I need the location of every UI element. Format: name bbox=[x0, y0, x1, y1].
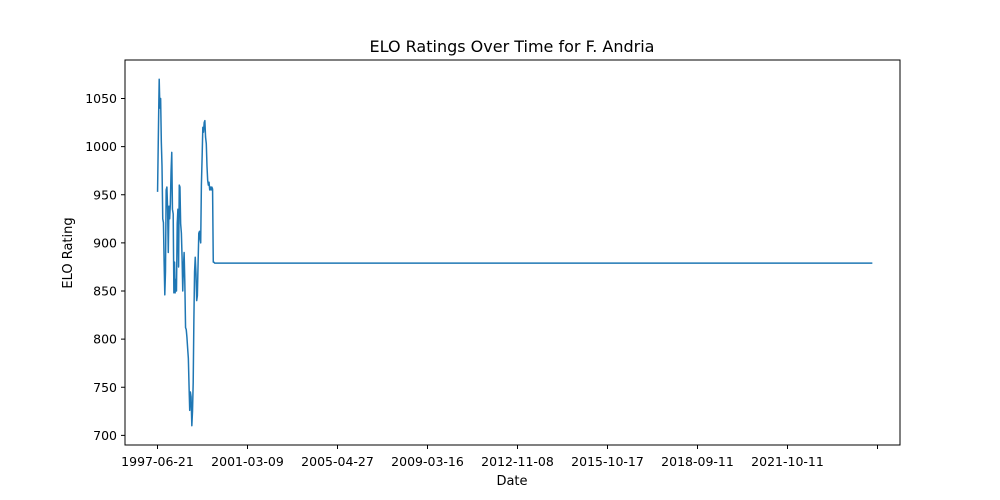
y-tick-label: 1050 bbox=[85, 91, 117, 106]
x-tick-label: 2021-10-11 bbox=[751, 454, 824, 469]
y-tick-label: 750 bbox=[93, 380, 117, 395]
x-axis-label: Date bbox=[496, 474, 527, 489]
x-tick-label: 2009-03-16 bbox=[391, 454, 464, 469]
x-tick-label: 2015-10-17 bbox=[571, 454, 644, 469]
y-axis-label: ELO Rating bbox=[61, 217, 76, 288]
y-tick-label: 700 bbox=[93, 428, 117, 443]
chart-title: ELO Ratings Over Time for F. Andria bbox=[370, 37, 655, 56]
y-tick-label: 800 bbox=[93, 332, 117, 347]
elo-series-line-0 bbox=[156, 78, 873, 427]
x-tick-label: 2001-03-09 bbox=[211, 454, 284, 469]
y-tick-label: 850 bbox=[93, 284, 117, 299]
x-tick-label: 2005-04-27 bbox=[301, 454, 374, 469]
x-tick-label: 2012-11-08 bbox=[481, 454, 554, 469]
x-tick-label: 2018-09-11 bbox=[661, 454, 734, 469]
y-tick-label: 950 bbox=[93, 187, 117, 202]
y-tick-label: 900 bbox=[93, 235, 117, 250]
y-tick-label: 1000 bbox=[85, 139, 117, 154]
x-tick-label: 1997-06-21 bbox=[121, 454, 194, 469]
plot-frame bbox=[124, 59, 901, 446]
y-axis-ticks: 700 750 800 850 900 950 1000 1050 bbox=[85, 91, 125, 443]
x-axis-ticks: 1997-06-21 2001-03-09 2005-04-27 2009-03-16… bbox=[121, 445, 878, 469]
plot-area bbox=[156, 78, 873, 427]
